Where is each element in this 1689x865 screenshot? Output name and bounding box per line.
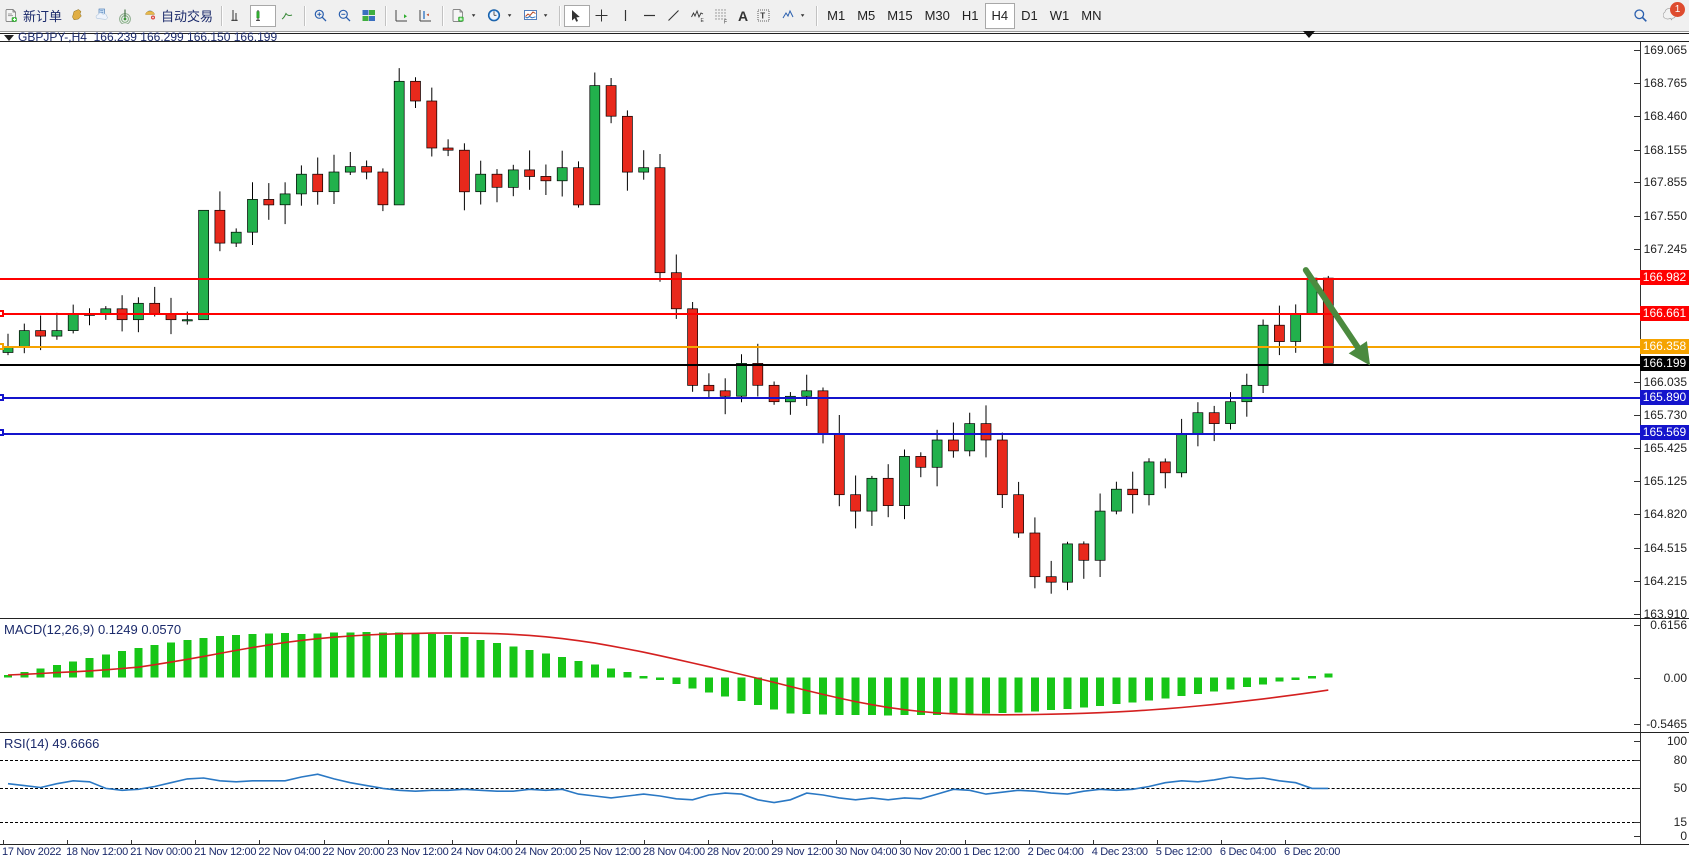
- svg-text:F: F: [724, 19, 727, 24]
- svg-text:E: E: [701, 18, 705, 24]
- svg-text:T: T: [760, 11, 765, 20]
